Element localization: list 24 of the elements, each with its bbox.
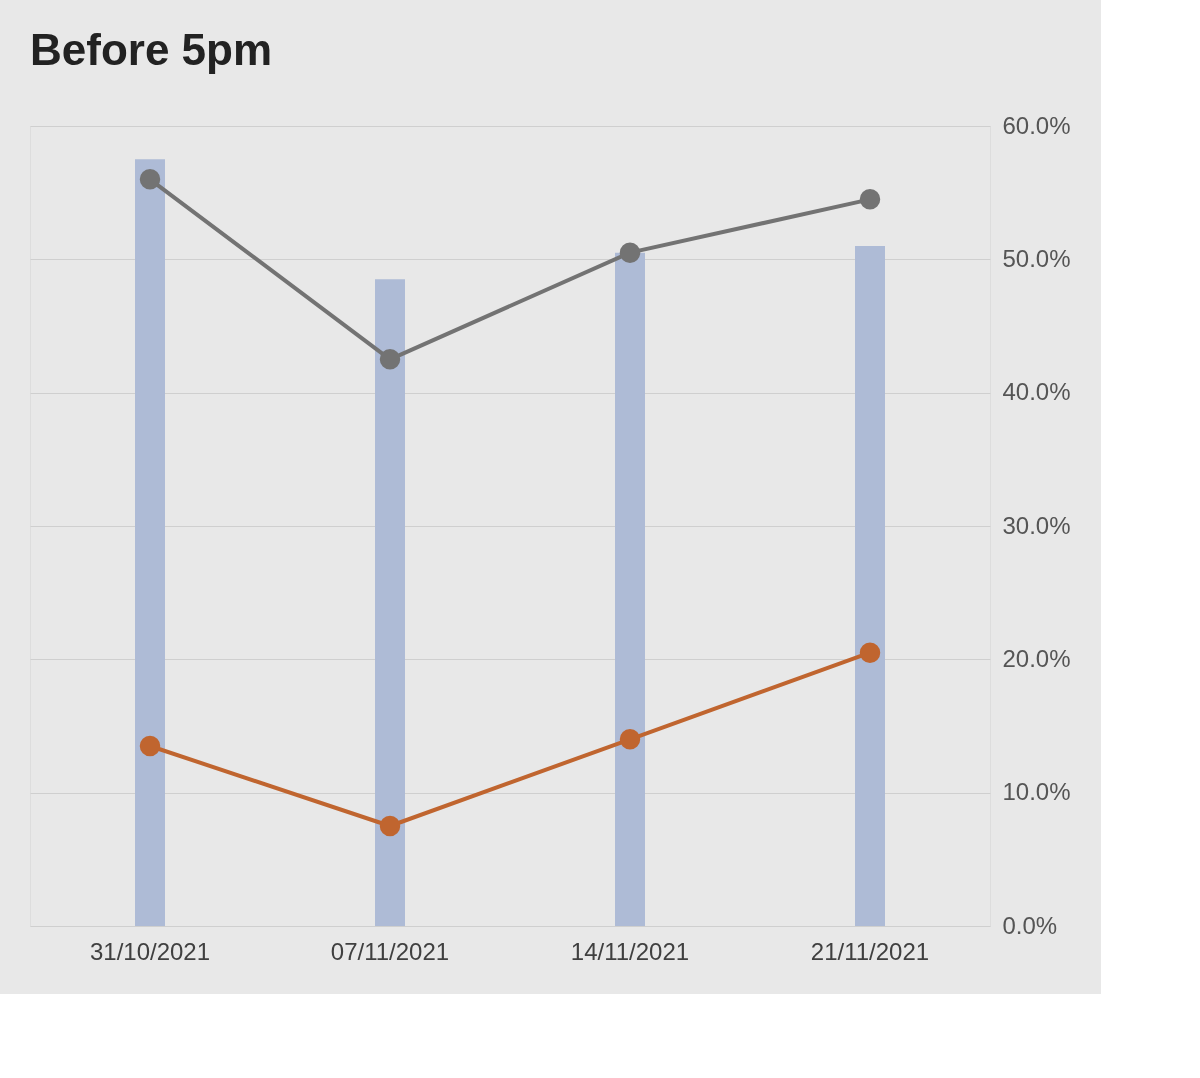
y-tick-label: 20.0%	[1002, 644, 1071, 672]
point	[139, 735, 161, 757]
y-tick-label: 10.0%	[1002, 778, 1071, 806]
y-tick-label: 60.0%	[1002, 111, 1071, 139]
bar	[615, 252, 645, 926]
point	[619, 242, 641, 263]
y-tick-label: 30.0%	[1002, 511, 1071, 539]
chart-title: Before 5pm	[30, 25, 273, 74]
x-tick-label: 31/10/2021	[89, 937, 211, 965]
x-tick-label: 21/11/2021	[810, 937, 930, 965]
point	[859, 189, 881, 210]
point	[619, 729, 641, 750]
bar	[135, 159, 165, 926]
point	[139, 169, 161, 190]
point	[379, 815, 401, 837]
y-tick-label: 0.0%	[1002, 911, 1058, 939]
bar	[855, 246, 885, 926]
x-tick-label: 14/11/2021	[570, 937, 690, 965]
x-tick-label: 07/11/2021	[330, 937, 450, 965]
y-tick-label: 50.0%	[1002, 244, 1071, 272]
point	[859, 642, 881, 663]
bar	[375, 279, 405, 926]
y-tick-label: 40.0%	[1002, 378, 1071, 406]
point	[379, 349, 401, 370]
